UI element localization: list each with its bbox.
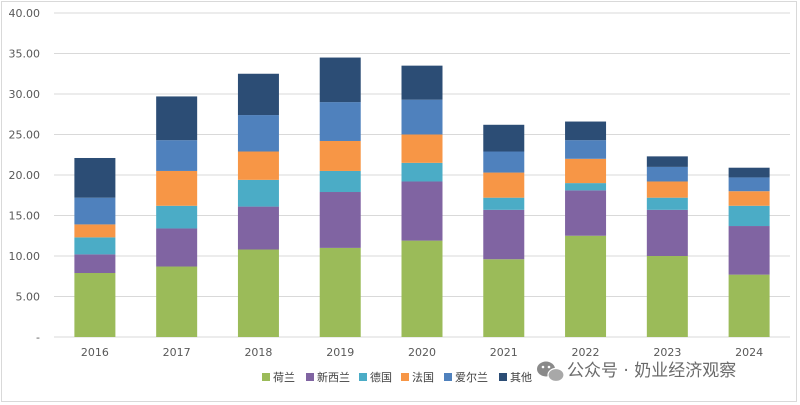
x-tick-label: 2020 [408,346,436,359]
bar-segment [483,151,525,173]
bar-segment [646,256,688,337]
bar-segment [728,205,770,227]
bar-segment [74,237,116,255]
bar-segment [74,157,116,198]
bar-segment [156,205,198,229]
legend-label: 德国 [370,370,392,384]
bar-segment [565,190,607,236]
watermark: 公众号 · 奶业经济观察 [537,361,736,383]
legend-label: 法国 [412,370,434,384]
legend-label: 新西兰 [317,370,350,384]
bar-segment [646,197,688,210]
bar-segment [319,57,361,103]
bar-segment [401,162,443,182]
bar-segment [646,209,688,256]
x-tick-label: 2022 [572,346,600,359]
legend-label: 爱尔兰 [455,371,488,384]
bar-segment [401,240,443,337]
bar-segment [565,140,607,159]
legend-swatch [401,373,409,381]
x-tick-label: 2018 [244,346,272,359]
y-tick-label: - [36,331,40,344]
y-tick-label: 5.00 [16,291,41,304]
bars [74,57,770,337]
bar-segment [156,228,198,267]
bar-segment [565,235,607,337]
x-tick-label: 2023 [653,346,681,359]
bar-segment [74,224,116,238]
bar-segment [483,124,525,152]
legend-label: 其他 [510,371,532,384]
bar-segment [728,191,770,206]
wechat-icon [537,361,565,383]
bar-segment [401,181,443,241]
legend-label: 荷兰 [273,371,295,384]
bar-segment [483,209,525,260]
bar-segment [565,121,607,141]
bar-segment [237,206,279,250]
bar-segment [74,197,116,225]
bar-segment [483,172,525,198]
bar-segment [401,134,443,163]
y-axis-tick-labels: - 5.00 10.00 15.00 20.00 25.00 30.00 35.00 40.00 [9,7,41,344]
bar-segment [156,140,198,171]
y-tick-label: 15.00 [9,210,41,223]
legend: 荷兰 新西兰 德国 法国 爱尔兰 其他 [262,370,532,384]
bar-segment [237,73,279,116]
legend-swatch [444,373,452,381]
bar-segment [483,197,525,210]
bar-segment [646,156,688,167]
bar-segment [237,179,279,207]
y-tick-label: 30.00 [9,88,41,101]
bar-segment [565,183,607,191]
bar-segment [728,167,770,178]
bar-segment [483,259,525,337]
bar-segment [646,166,688,182]
legend-swatch [499,373,507,381]
bar-segment [565,158,607,184]
x-tick-label: 2017 [163,346,191,359]
x-axis-tick-labels: 2016 2017 2018 2019 2020 2021 2022 2023 2024 [81,346,763,359]
bar-segment [728,226,770,275]
y-tick-label: 10.00 [9,250,41,263]
x-tick-label: 2019 [326,346,354,359]
bar-segment [728,274,770,337]
bar-segment [319,102,361,141]
bar-segment [237,115,279,152]
bar-segment [74,273,116,337]
bar-segment [156,170,198,206]
bar-segment [237,249,279,337]
legend-swatch [262,373,270,381]
bar-segment [237,151,279,180]
bar-segment [319,247,361,337]
y-tick-label: 35.00 [9,48,41,61]
bar-segment [74,254,116,274]
legend-swatch [359,373,367,381]
watermark-text: 公众号 · 奶业经济观察 [567,361,736,381]
bar-segment [319,192,361,248]
bar-segment [401,99,443,135]
bar-segment [156,266,198,337]
bar-segment [156,96,198,141]
x-tick-label: 2016 [81,346,109,359]
bar-segment [319,170,361,193]
x-tick-label: 2021 [490,346,518,359]
legend-swatch [306,373,314,381]
x-tick-label: 2024 [735,346,763,359]
bar-segment [319,140,361,171]
y-tick-label: 40.00 [9,7,41,20]
y-tick-label: 25.00 [9,129,41,142]
bar-segment [646,181,688,198]
bar-segment [401,65,443,100]
bar-segment [728,177,770,192]
y-tick-label: 20.00 [9,169,41,182]
